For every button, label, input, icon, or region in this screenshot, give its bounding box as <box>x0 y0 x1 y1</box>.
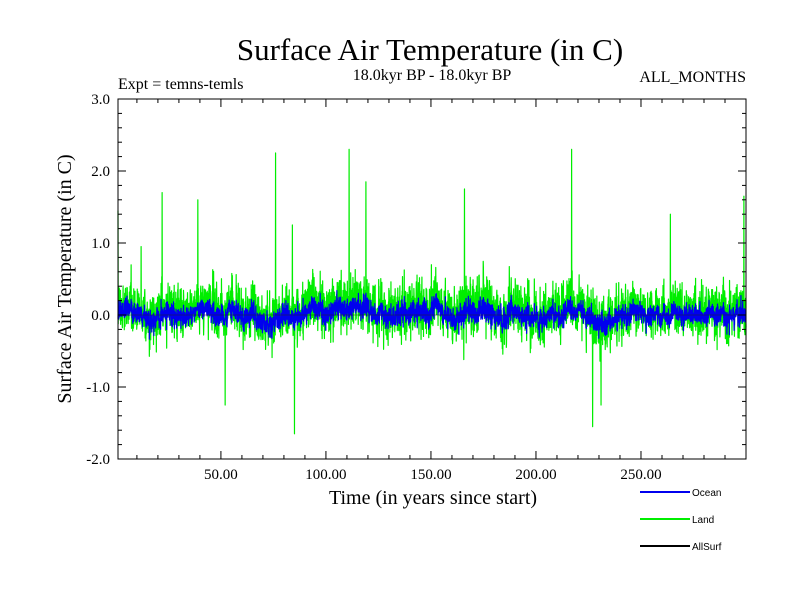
legend: Ocean Land AllSurf <box>640 488 722 553</box>
x-axis-label: Time (in years since start) <box>329 487 537 509</box>
x-tick-label: 250.00 <box>620 467 661 483</box>
x-tick-label: 150.00 <box>410 467 451 483</box>
y-axis-label: Surface Air Temperature (in C) <box>54 154 76 403</box>
x-tick-label: 200.00 <box>515 467 556 483</box>
series-line-ocean <box>117 289 747 340</box>
y-tick-label: 2.0 <box>91 164 110 180</box>
tick-labels: 50.00 100.00 150.00 200.00 250.00 -2.0 -1.0 0.0… <box>86 92 661 483</box>
legend-label-ocean: Ocean <box>692 488 721 499</box>
y-tick-label: 1.0 <box>91 236 110 252</box>
chart-title: Surface Air Temperature (in C) <box>237 32 623 67</box>
legend-label-allsurf: AllSurf <box>692 542 722 553</box>
plot-area <box>117 148 747 435</box>
axes <box>117 98 747 460</box>
y-tick-label: -2.0 <box>86 452 110 468</box>
chart-subtitle-left: Expt = temns-temls <box>118 76 243 93</box>
x-tick-label: 100.00 <box>305 467 346 483</box>
y-tick-label: 0.0 <box>91 308 110 324</box>
series-line-land <box>117 148 747 435</box>
chart-subtitle-center: 18.0kyr BP - 18.0kyr BP <box>353 67 512 84</box>
plot-frame <box>117 98 747 460</box>
chart-subtitle-right: ALL_MONTHS <box>639 69 746 86</box>
legend-label-land: Land <box>692 515 714 526</box>
y-tick-label: 3.0 <box>91 92 110 108</box>
x-tick-label: 50.00 <box>204 467 238 483</box>
y-tick-label: -1.0 <box>86 380 110 396</box>
